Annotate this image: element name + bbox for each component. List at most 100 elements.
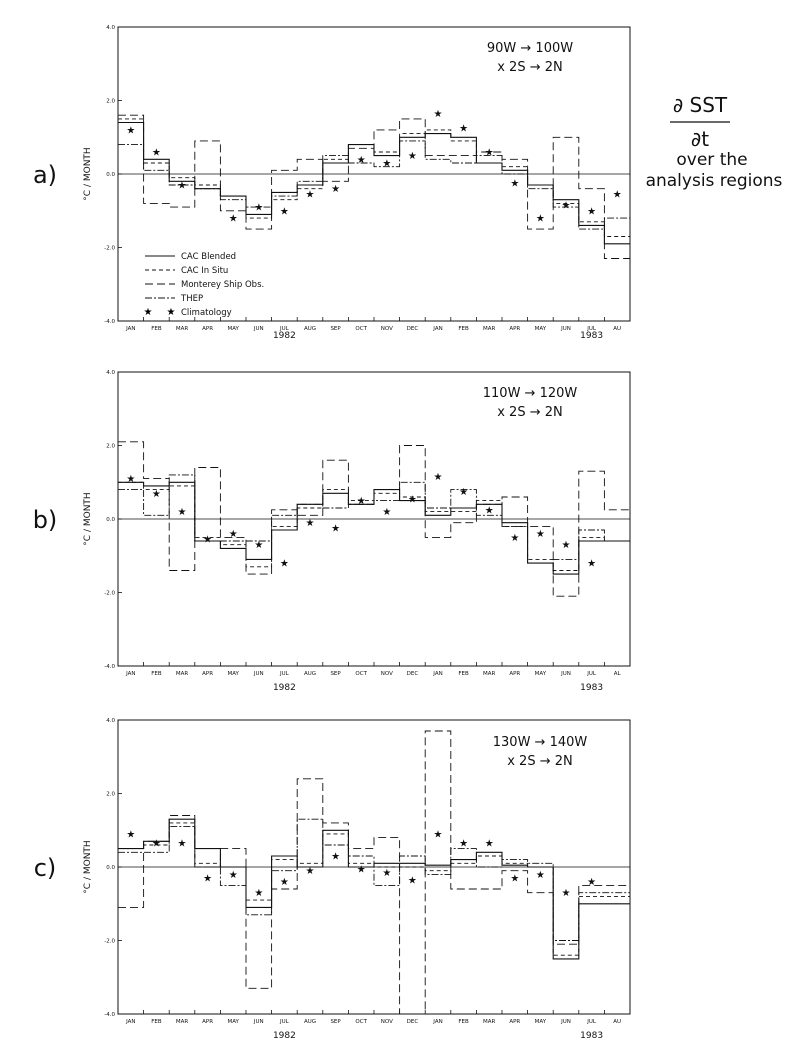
x-tick-label: APR: [509, 671, 520, 677]
x-tick-label: MAR: [483, 326, 496, 332]
y-axis-label: °C / MONTH: [83, 147, 93, 200]
climatology-star-point: ★: [562, 201, 571, 212]
region-label-line2: x 2S → 2N: [507, 754, 573, 769]
x-tick-label: AL: [614, 671, 622, 677]
y-tick-label: 4.0: [106, 25, 115, 31]
x-tick-label: JAN: [432, 671, 442, 677]
x-tick-label: FEB: [151, 671, 162, 677]
climatology-star-point: ★: [536, 214, 545, 225]
x-tick-label: SEP: [330, 326, 341, 332]
x-tick-label: DEC: [407, 671, 419, 677]
legend-label-thep: THEP: [180, 294, 203, 304]
x-tick-label: JUN: [253, 1019, 264, 1025]
climatology-star-point: ★: [510, 533, 519, 544]
x-tick-label: MAY: [535, 671, 547, 677]
climatology-star-point: ★: [510, 874, 519, 885]
climatology-star-point: ★: [229, 214, 238, 225]
x-tick-label: JUL: [586, 1019, 597, 1025]
climatology-star-point: ★: [434, 829, 443, 840]
series-line-dashed: [118, 118, 630, 237]
climatology-star-point: ★: [254, 203, 263, 214]
climatology-star-point: ★: [126, 125, 135, 136]
x-tick-label: JAN: [432, 326, 442, 332]
x-tick-label: OCT: [355, 1019, 367, 1025]
x-tick-label: MAY: [227, 326, 239, 332]
panel-label: c): [34, 854, 57, 882]
chart-panel: 4.0 2.0 0.0 -2.0 -4.0 JAN FEB MAR APR MAY JUN JUL AU…: [33, 25, 631, 341]
y-tick-label: -4.0: [104, 319, 115, 325]
series-line-solid: [118, 818, 630, 960]
climatology-star-point: ★: [510, 179, 519, 190]
y-tick-label: -4.0: [104, 664, 115, 670]
panel-label: a): [33, 161, 57, 189]
climatology-star-point: ★: [587, 877, 596, 888]
x-tick-label: JAN: [125, 326, 135, 332]
climatology-star-point: ★: [562, 888, 571, 899]
legend-label-insitu: CAC In Situ: [181, 266, 228, 276]
x-tick-label: APR: [509, 326, 520, 332]
legend: CAC Blended CAC In Situ Monterey Ship Ob…: [144, 252, 265, 318]
x-tick-label: JUL: [279, 671, 290, 677]
climatology-star-point: ★: [178, 839, 187, 850]
climatology-star-point: ★: [382, 868, 391, 879]
legend-label-clim: Climatology: [181, 308, 232, 318]
figure-title: ∂ SST ∂t over the analysis regions: [646, 93, 783, 191]
climatology-star-point: ★: [126, 829, 135, 840]
climatology-star-point: ★: [126, 474, 135, 485]
x-tick-label: JUN: [560, 671, 571, 677]
climatology-star-point: ★: [536, 529, 545, 540]
x-tick-label: MAR: [176, 326, 189, 332]
x-tick-label: OCT: [355, 326, 367, 332]
year-label: 1983: [580, 1031, 603, 1041]
climatology-star-point: ★: [229, 870, 238, 881]
x-tick-label: JUL: [279, 1019, 290, 1025]
climatology-star-point: ★: [485, 147, 494, 158]
climatology-star-point: ★: [178, 507, 187, 518]
x-tick-label: JUN: [253, 326, 264, 332]
climatology-star-point: ★: [434, 472, 443, 483]
y-tick-label: -4.0: [104, 1012, 115, 1018]
x-tick-label: NOV: [381, 671, 393, 677]
region-label-line1: 110W → 120W: [483, 386, 578, 401]
x-tick-label: FEB: [151, 326, 162, 332]
x-tick-label: MAR: [176, 1019, 189, 1025]
y-axis-label: °C / MONTH: [83, 840, 93, 893]
x-tick-label: AU: [613, 326, 621, 332]
region-label-line1: 90W → 100W: [487, 41, 573, 56]
x-tick-label: FEB: [458, 1019, 469, 1025]
climatology-star-point: ★: [613, 190, 622, 201]
x-tick-label: AUG: [304, 326, 316, 332]
x-tick-label: AU: [613, 1019, 621, 1025]
climatology-star-point: ★: [254, 888, 263, 899]
climatology-star-point: ★: [280, 559, 289, 570]
x-tick-label: DEC: [407, 1019, 419, 1025]
series-line-dashdot: [118, 140, 630, 230]
climatology-star-point: ★: [280, 206, 289, 217]
legend-star-icon-2: ★: [167, 307, 176, 318]
climatology-star-point: ★: [280, 877, 289, 888]
climatology-star-point: ★: [459, 839, 468, 850]
x-tick-label: JAN: [125, 1019, 135, 1025]
x-tick-label: APR: [202, 326, 213, 332]
x-tick-label: NOV: [381, 1019, 393, 1025]
climatology-star-point: ★: [562, 540, 571, 551]
title-line-1: ∂ SST: [673, 93, 728, 117]
region-label-line1: 130W → 140W: [493, 735, 588, 750]
series-line-longdash: [118, 441, 630, 597]
climatology-star-point: ★: [382, 507, 391, 518]
region-label-line2: x 2S → 2N: [497, 405, 563, 420]
x-tick-label: JUN: [253, 671, 264, 677]
x-tick-label: JUN: [560, 326, 571, 332]
x-tick-label: MAR: [483, 1019, 496, 1025]
series-line-longdash: [118, 730, 630, 1015]
x-tick-label: JUL: [279, 326, 290, 332]
y-tick-label: 0.0: [106, 865, 115, 871]
climatology-star-point: ★: [331, 851, 340, 862]
x-tick-label: AUG: [304, 671, 316, 677]
chart-panel: 4.0 2.0 0.0 -2.0 -4.0 JAN FEB MAR APR MAY JUN JUL AU…: [34, 718, 631, 1041]
y-tick-label: 2.0: [106, 99, 115, 105]
climatology-star-point: ★: [434, 109, 443, 120]
series-line-dashdot: [118, 474, 630, 564]
x-tick-label: OCT: [355, 671, 367, 677]
x-tick-label: APR: [509, 1019, 520, 1025]
